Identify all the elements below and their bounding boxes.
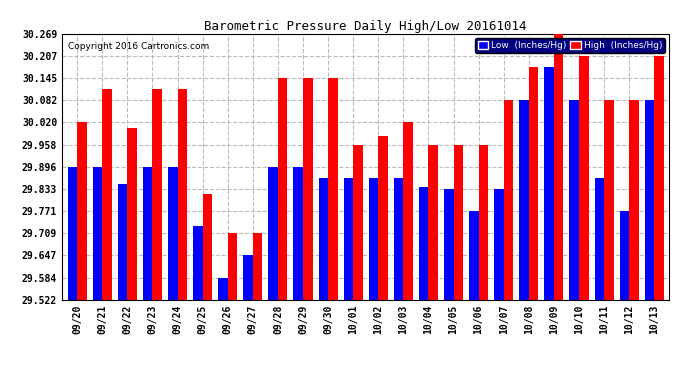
Bar: [453, 145, 463, 300]
Bar: [319, 178, 328, 300]
Text: Copyright 2016 Cartronics.com: Copyright 2016 Cartronics.com: [68, 42, 210, 51]
Bar: [644, 100, 654, 300]
Bar: [494, 189, 504, 300]
Bar: [428, 145, 438, 300]
Bar: [620, 211, 629, 300]
Bar: [218, 278, 228, 300]
Bar: [654, 56, 664, 300]
Bar: [394, 178, 404, 300]
Bar: [344, 178, 353, 300]
Bar: [268, 167, 278, 300]
Title: Barometric Pressure Daily High/Low 20161014: Barometric Pressure Daily High/Low 20161…: [204, 20, 527, 33]
Bar: [368, 178, 378, 300]
Bar: [203, 194, 212, 300]
Bar: [293, 167, 303, 300]
Bar: [529, 67, 538, 300]
Bar: [177, 89, 187, 300]
Bar: [469, 211, 479, 300]
Bar: [419, 187, 428, 300]
Bar: [595, 178, 604, 300]
Bar: [152, 89, 162, 300]
Bar: [303, 78, 313, 300]
Bar: [92, 167, 102, 300]
Bar: [193, 226, 203, 300]
Bar: [629, 100, 639, 300]
Bar: [278, 78, 288, 300]
Bar: [228, 233, 237, 300]
Bar: [504, 100, 513, 300]
Bar: [404, 123, 413, 300]
Bar: [378, 136, 388, 300]
Bar: [168, 167, 177, 300]
Bar: [118, 184, 128, 300]
Bar: [554, 34, 564, 300]
Bar: [244, 255, 253, 300]
Bar: [328, 78, 337, 300]
Bar: [77, 123, 87, 300]
Bar: [604, 100, 613, 300]
Bar: [479, 145, 488, 300]
Bar: [544, 67, 554, 300]
Bar: [579, 56, 589, 300]
Bar: [102, 89, 112, 300]
Bar: [253, 233, 262, 300]
Legend: Low  (Inches/Hg), High  (Inches/Hg): Low (Inches/Hg), High (Inches/Hg): [475, 38, 664, 53]
Bar: [353, 145, 363, 300]
Bar: [143, 167, 152, 300]
Bar: [444, 189, 453, 300]
Bar: [128, 128, 137, 300]
Bar: [569, 100, 579, 300]
Bar: [520, 100, 529, 300]
Bar: [68, 167, 77, 300]
